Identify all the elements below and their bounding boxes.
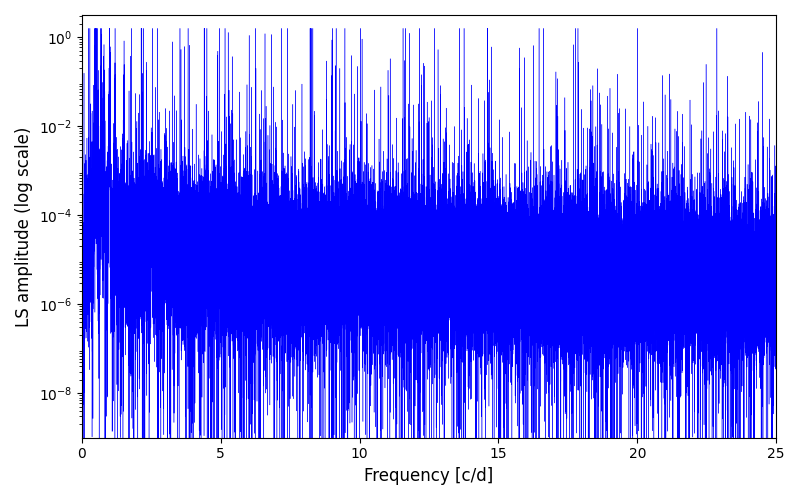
Y-axis label: LS amplitude (log scale): LS amplitude (log scale) xyxy=(15,126,33,326)
X-axis label: Frequency [c/d]: Frequency [c/d] xyxy=(364,467,494,485)
